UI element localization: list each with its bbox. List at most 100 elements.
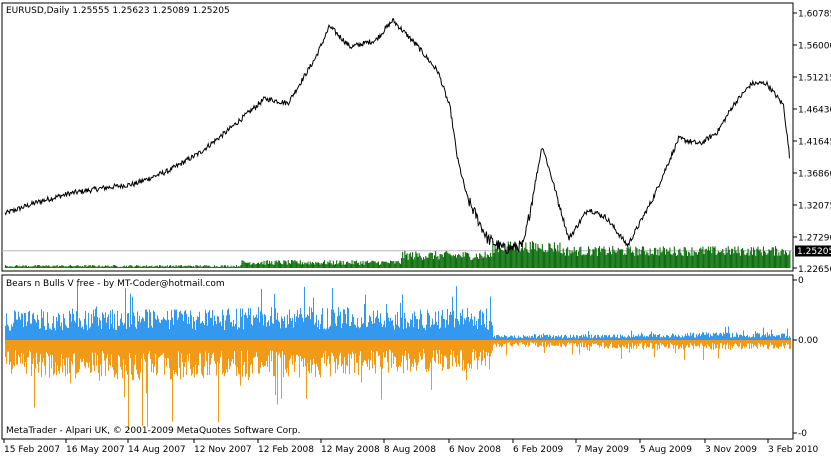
bulls-bar [667,335,668,340]
bears-bar [197,340,198,374]
volume-bar [166,265,168,268]
volume-bar [766,254,768,268]
bears-bar [788,340,789,345]
bears-bar [444,340,445,356]
volume-bar [215,266,217,268]
bulls-bar [383,324,384,340]
volume-bar [471,259,473,268]
volume-bar [90,266,92,268]
bears-bar [70,340,71,384]
bulls-bar [158,318,159,340]
bears-bar [679,340,680,349]
bulls-bar [486,308,487,340]
bears-bar [328,340,329,357]
bulls-bar [214,315,215,340]
volume-bar [673,246,675,268]
volume-bar [117,266,119,268]
volume-bar [573,247,575,268]
volume-bar [626,247,628,268]
volume-bar [368,263,370,268]
bears-bar [608,340,609,349]
volume-bar [445,251,447,268]
bears-bar [479,340,480,357]
bears-bar [630,340,631,347]
volume-bar [52,266,54,268]
volume-bar [152,266,154,268]
volume-bar [292,260,294,268]
volume-bar [486,254,488,268]
volume-bar [721,251,723,268]
bulls-bar [172,317,173,340]
bears-bar [455,340,456,363]
bears-bar [449,340,450,369]
bulls-bar [762,335,763,340]
bulls-bar [725,327,726,340]
bulls-bar [31,323,32,340]
bears-bar [154,340,155,367]
bulls-bar [396,324,397,340]
bears-bar [388,340,389,373]
bears-bar [105,340,106,376]
volume-bar [381,261,383,268]
volume-bar [423,257,425,268]
volume-bar [599,246,601,268]
volume-bar [154,265,156,268]
volume-bar [272,264,274,268]
volume-bar [60,266,62,268]
bears-bar [693,340,694,350]
volume-bar [748,255,750,268]
volume-bar [371,260,373,268]
bears-bar [96,340,97,366]
bears-bar [22,340,23,364]
volume-bar [448,253,450,268]
bulls-bar [272,323,273,340]
bears-bar [27,340,28,358]
volume-bar [123,265,125,268]
bulls-bar [118,326,119,340]
bears-bar [593,340,594,345]
volume-bar [767,253,769,268]
bulls-bar [276,319,277,340]
bulls-bar [440,327,441,340]
bulls-bar [505,335,506,340]
volume-bar [401,258,403,268]
volume-bar [66,266,68,268]
bulls-bar [406,328,407,340]
bulls-bar [497,334,498,340]
volume-bar [327,261,329,268]
bulls-bar [574,336,575,340]
bulls-bar [293,327,294,340]
bears-bar [556,340,557,346]
bulls-bar [247,318,248,340]
volume-bar [84,265,86,268]
volume-bar [220,265,222,268]
bears-bar [704,340,705,347]
bulls-bar [127,313,128,340]
bulls-bar [705,334,706,340]
bulls-bar [444,319,445,340]
bears-bar [347,340,348,367]
volume-bar [346,261,348,268]
bears-bar [109,340,110,365]
volume-bar [733,253,735,268]
bears-bar [436,340,437,350]
bears-bar [734,340,735,345]
bears-bar [663,340,664,346]
bears-bar [249,340,250,377]
bulls-bar [691,335,692,340]
bulls-bar [689,336,690,340]
bears-bar [611,340,612,343]
bears-bar [707,340,708,345]
bulls-bar [458,321,459,340]
bears-bar [69,340,70,373]
bears-bar [224,340,225,377]
volume-bar [677,254,679,268]
volume-bar [168,265,170,268]
bears-bar [42,340,43,363]
bulls-bar [461,315,462,340]
bulls-bar [171,309,172,340]
volume-bar [754,249,756,268]
volume-bar [622,249,624,268]
